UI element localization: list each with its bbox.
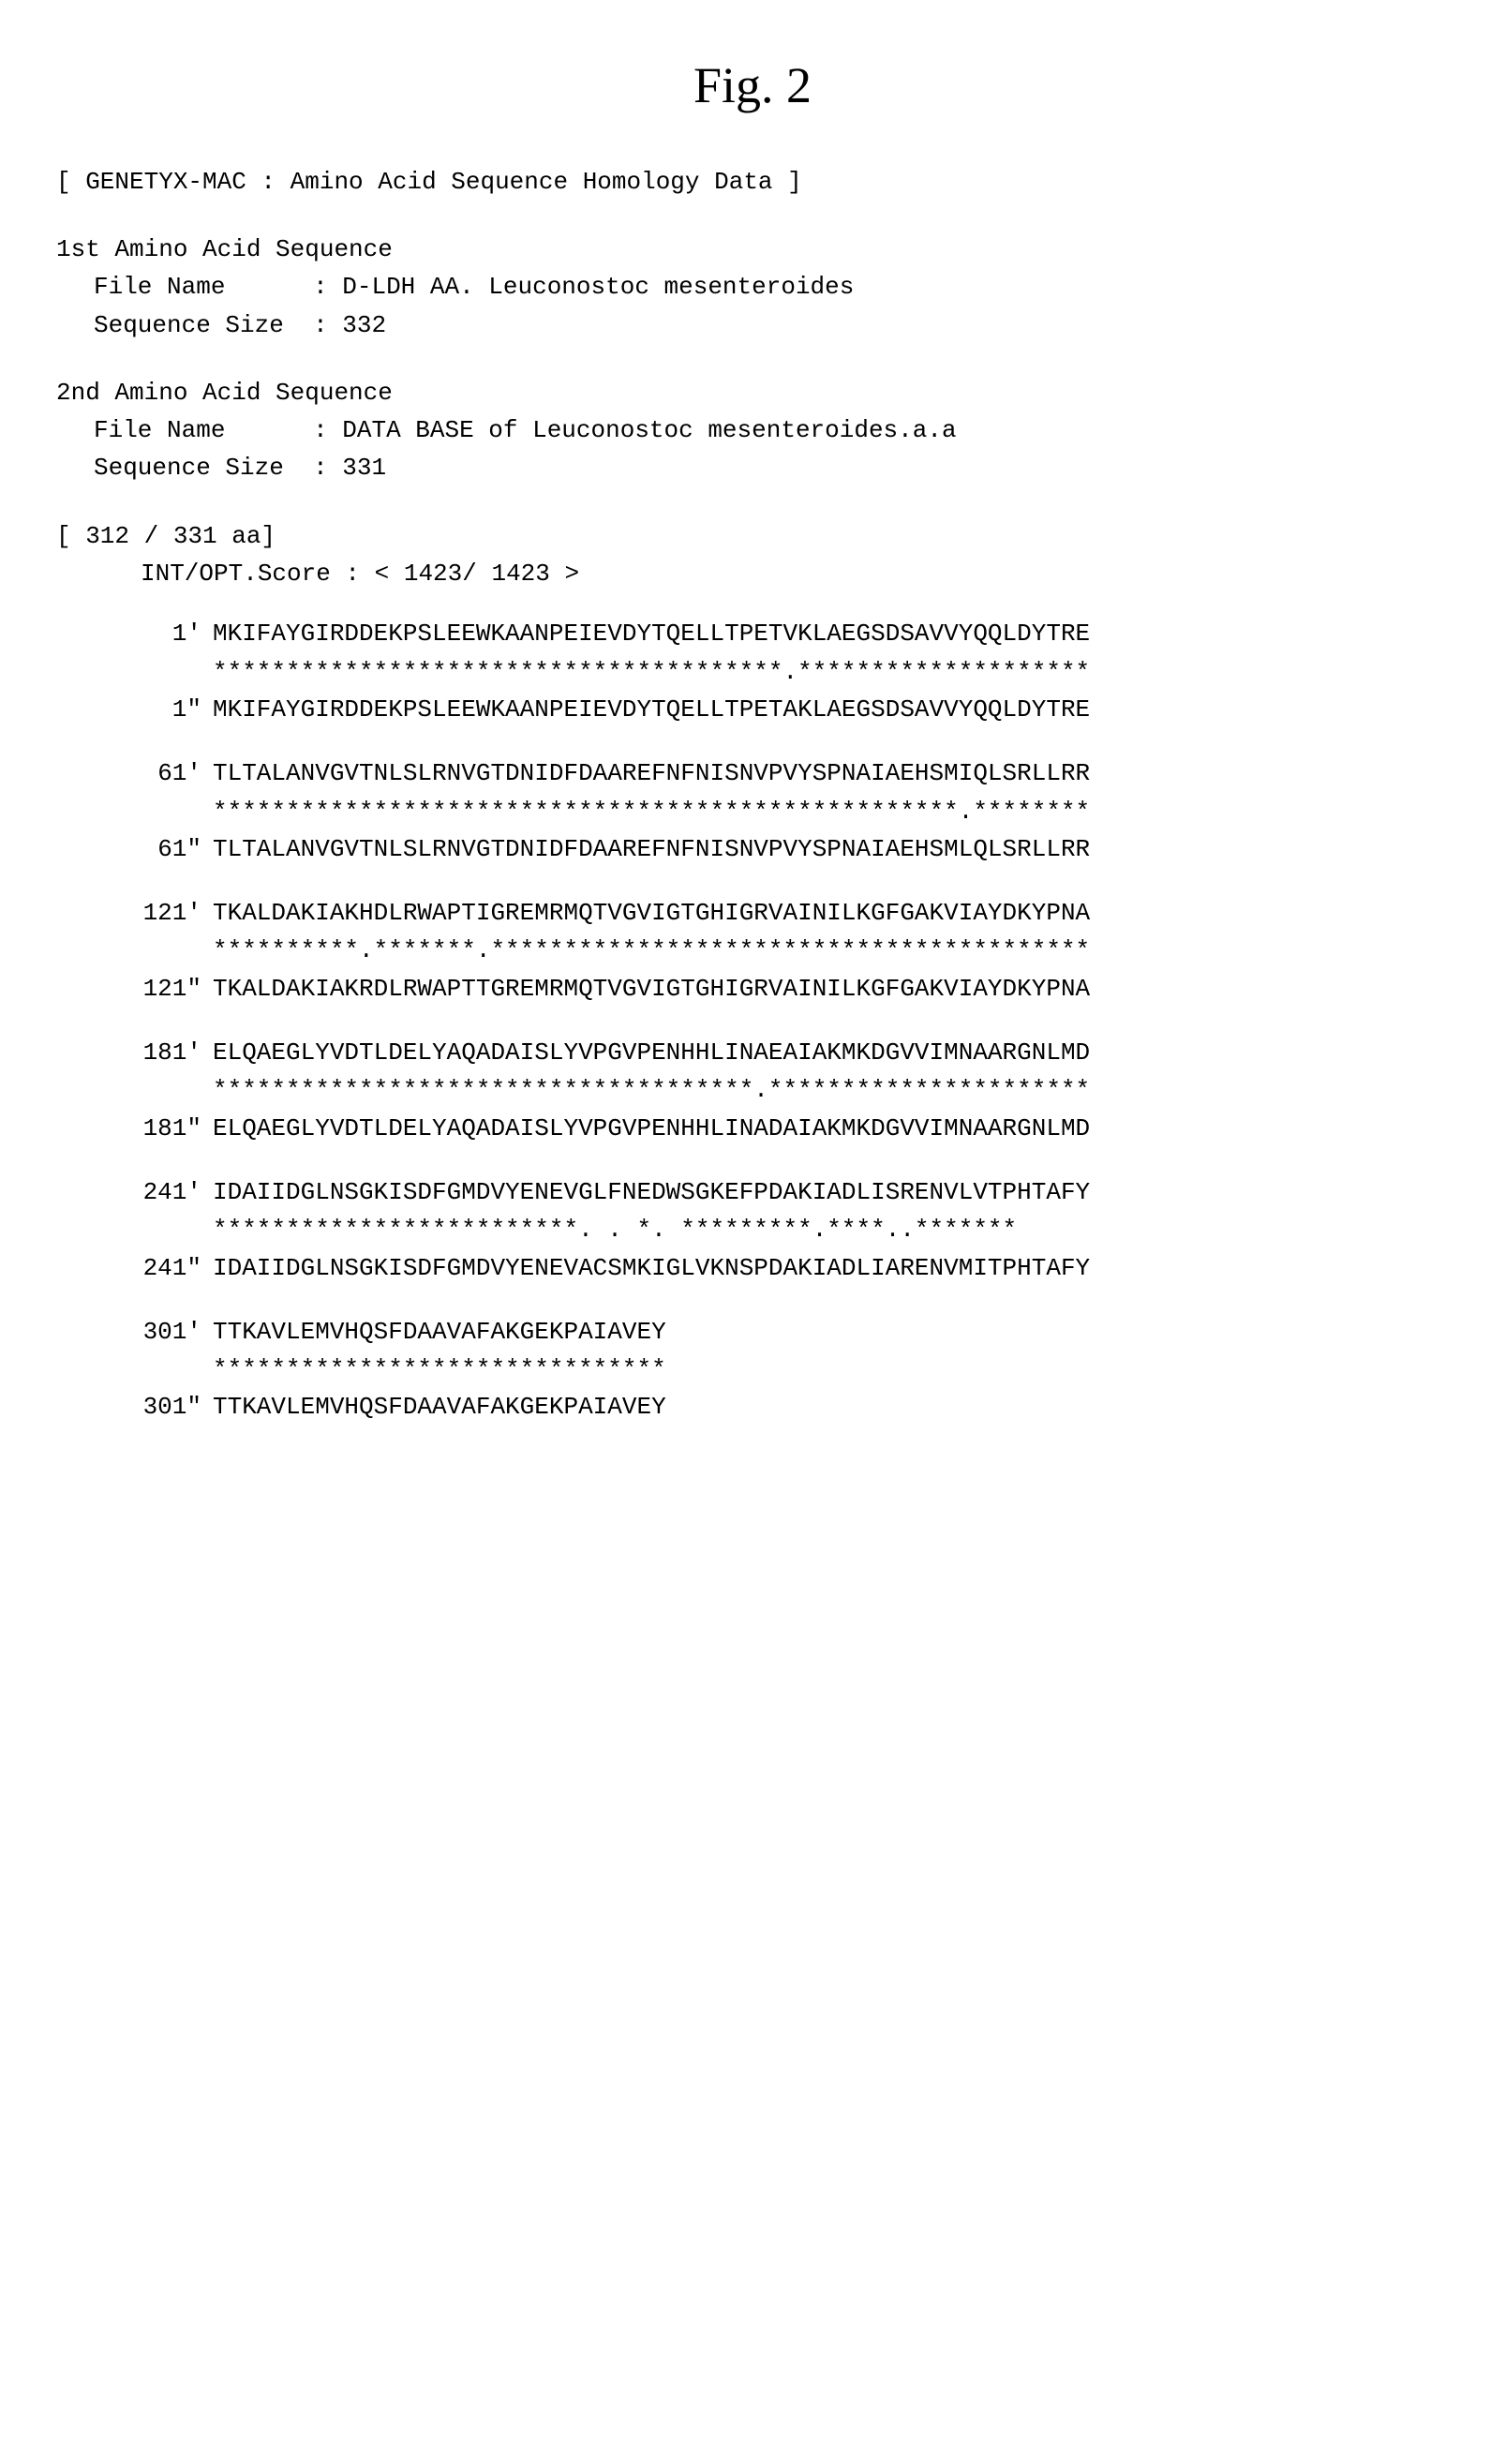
seq1-meta: 1st Amino Acid Sequence File Name : D-LD…	[56, 231, 1449, 344]
seq2-sequence: ELQAEGLYVDTLDELYAQADAISLYVPGVPENHHLINADA…	[213, 1110, 1090, 1147]
seq1-position: 181'	[112, 1034, 213, 1071]
tool-header: [ GENETYX-MAC : Amino Acid Sequence Homo…	[56, 163, 1449, 201]
match-line: *******************************	[213, 1351, 666, 1388]
seq1-file-label: File Name	[94, 273, 225, 301]
seq1-position: 61'	[112, 754, 213, 792]
seq1-position: 241'	[112, 1173, 213, 1211]
alignment-container: 1'MKIFAYGIRDDEKPSLEEWKAANPEIEVDYTQELLTPE…	[56, 615, 1449, 1426]
match-spacer	[112, 1351, 213, 1388]
match-row: *******************************	[112, 1351, 1449, 1388]
match-line: **********.*******.*********************…	[213, 932, 1090, 969]
seq1-sequence: TLTALANVGVTNLSLRNVGTDNIDFDAAREFNFNISNVPV…	[213, 754, 1090, 792]
seq2-position: 61"	[112, 830, 213, 868]
seq1-row: 181'ELQAEGLYVDTLDELYAQADAISLYVPGVPENHHLI…	[112, 1034, 1449, 1071]
seq2-position: 181"	[112, 1110, 213, 1147]
alignment-block: 1'MKIFAYGIRDDEKPSLEEWKAANPEIEVDYTQELLTPE…	[112, 615, 1449, 728]
seq2-row: 301"TTKAVLEMVHQSFDAAVAFAKGEKPAIAVEY	[112, 1388, 1449, 1426]
score-block: [ 312 / 331 aa] INT/OPT.Score : < 1423/ …	[56, 517, 1449, 593]
seq2-row: 181"ELQAEGLYVDTLDELYAQADAISLYVPGVPENHHLI…	[112, 1110, 1449, 1147]
match-row: *************************************.**…	[112, 1071, 1449, 1109]
seq1-size-label: Sequence Size	[94, 311, 284, 339]
seq1-size-value: : 332	[313, 311, 386, 339]
match-spacer	[112, 793, 213, 830]
seq2-sequence: MKIFAYGIRDDEKPSLEEWKAANPEIEVDYTQELLTPETA…	[213, 691, 1090, 728]
seq1-row: 241'IDAIIDGLNSGKISDFGMDVYENEVGLFNEDWSGKE…	[112, 1173, 1449, 1211]
seq1-row: 121'TKALDAKIAKHDLRWAPTIGREMRMQTVGVIGTGHI…	[112, 894, 1449, 932]
seq1-file-row: File Name : D-LDH AA. Leuconostoc mesent…	[94, 268, 1449, 306]
alignment-block: 61'TLTALANVGVTNLSLRNVGTDNIDFDAAREFNFNISN…	[112, 754, 1449, 868]
seq2-meta: 2nd Amino Acid Sequence File Name : DATA…	[56, 374, 1449, 487]
seq2-row: 121"TKALDAKIAKRDLRWAPTTGREMRMQTVGVIGTGHI…	[112, 970, 1449, 1008]
seq2-sequence: TKALDAKIAKRDLRWAPTTGREMRMQTVGVIGTGHIGRVA…	[213, 970, 1090, 1008]
match-line: ****************************************…	[213, 793, 1090, 830]
seq2-row: 1"MKIFAYGIRDDEKPSLEEWKAANPEIEVDYTQELLTPE…	[112, 691, 1449, 728]
seq1-sequence: ELQAEGLYVDTLDELYAQADAISLYVPGVPENHHLINAEA…	[213, 1034, 1090, 1071]
int-opt-score: INT/OPT.Score : < 1423/ 1423 >	[141, 555, 1449, 592]
seq1-row: 1'MKIFAYGIRDDEKPSLEEWKAANPEIEVDYTQELLTPE…	[112, 615, 1449, 652]
seq2-file-label: File Name	[94, 416, 225, 444]
seq2-file-row: File Name : DATA BASE of Leuconostoc mes…	[94, 411, 1449, 449]
seq1-sequence: MKIFAYGIRDDEKPSLEEWKAANPEIEVDYTQELLTPETV…	[213, 615, 1090, 652]
seq2-position: 121"	[112, 970, 213, 1008]
match-row: ****************************************…	[112, 793, 1449, 830]
seq2-size-row: Sequence Size : 331	[94, 449, 1449, 486]
aa-match-line: [ 312 / 331 aa]	[56, 517, 1449, 555]
seq2-sequence: IDAIIDGLNSGKISDFGMDVYENEVACSMKIGLVKNSPDA…	[213, 1249, 1090, 1287]
match-spacer	[112, 1071, 213, 1109]
match-spacer	[112, 653, 213, 691]
seq1-position: 121'	[112, 894, 213, 932]
seq2-size-value: : 331	[313, 454, 386, 482]
seq2-sequence: TTKAVLEMVHQSFDAAVAFAKGEKPAIAVEY	[213, 1388, 666, 1426]
match-line: *************************************.**…	[213, 1071, 1090, 1109]
match-line: ***************************************.…	[213, 653, 1090, 691]
match-spacer	[112, 1211, 213, 1248]
seq1-position: 301'	[112, 1313, 213, 1351]
seq2-position: 301"	[112, 1388, 213, 1426]
seq1-file-value: : D-LDH AA. Leuconostoc mesenteroides	[313, 273, 854, 301]
seq1-size-row: Sequence Size : 332	[94, 306, 1449, 344]
seq1-title: 1st Amino Acid Sequence	[56, 231, 1449, 268]
seq1-row: 61'TLTALANVGVTNLSLRNVGTDNIDFDAAREFNFNISN…	[112, 754, 1449, 792]
seq1-sequence: IDAIIDGLNSGKISDFGMDVYENEVGLFNEDWSGKEFPDA…	[213, 1173, 1090, 1211]
seq2-sequence: TLTALANVGVTNLSLRNVGTDNIDFDAAREFNFNISNVPV…	[213, 830, 1090, 868]
seq2-file-value: : DATA BASE of Leuconostoc mesenteroides…	[313, 416, 957, 444]
seq2-title: 2nd Amino Acid Sequence	[56, 374, 1449, 411]
alignment-block: 301'TTKAVLEMVHQSFDAAVAFAKGEKPAIAVEY*****…	[112, 1313, 1449, 1426]
match-row: *************************. . *. ********…	[112, 1211, 1449, 1248]
figure-title: Fig. 2	[56, 47, 1449, 126]
seq1-row: 301'TTKAVLEMVHQSFDAAVAFAKGEKPAIAVEY	[112, 1313, 1449, 1351]
seq1-position: 1'	[112, 615, 213, 652]
seq2-position: 1"	[112, 691, 213, 728]
match-line: *************************. . *. ********…	[213, 1211, 1017, 1248]
match-row: ***************************************.…	[112, 653, 1449, 691]
alignment-block: 241'IDAIIDGLNSGKISDFGMDVYENEVGLFNEDWSGKE…	[112, 1173, 1449, 1287]
seq2-row: 241"IDAIIDGLNSGKISDFGMDVYENEVACSMKIGLVKN…	[112, 1249, 1449, 1287]
seq2-row: 61"TLTALANVGVTNLSLRNVGTDNIDFDAAREFNFNISN…	[112, 830, 1449, 868]
alignment-block: 181'ELQAEGLYVDTLDELYAQADAISLYVPGVPENHHLI…	[112, 1034, 1449, 1147]
seq1-sequence: TTKAVLEMVHQSFDAAVAFAKGEKPAIAVEY	[213, 1313, 666, 1351]
alignment-block: 121'TKALDAKIAKHDLRWAPTIGREMRMQTVGVIGTGHI…	[112, 894, 1449, 1008]
match-row: **********.*******.*********************…	[112, 932, 1449, 969]
seq2-position: 241"	[112, 1249, 213, 1287]
seq1-sequence: TKALDAKIAKHDLRWAPTIGREMRMQTVGVIGTGHIGRVA…	[213, 894, 1090, 932]
match-spacer	[112, 932, 213, 969]
seq2-size-label: Sequence Size	[94, 454, 284, 482]
